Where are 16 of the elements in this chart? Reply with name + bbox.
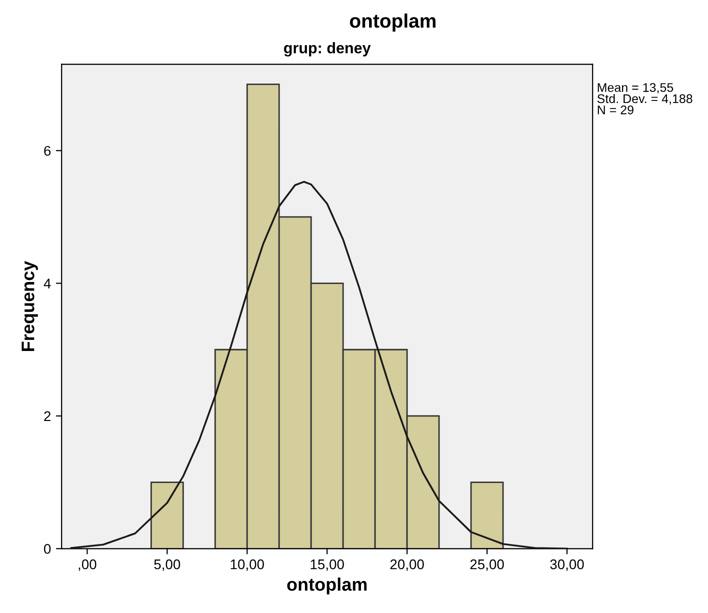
x-tick-label: ,00 <box>78 559 96 571</box>
x-tick-label: 30,00 <box>550 559 584 571</box>
y-axis-title: Frequency <box>22 260 38 351</box>
chart-subtitle: grup: deney <box>284 42 371 56</box>
x-tick-label: 20,00 <box>390 559 424 571</box>
y-tick-label: 0 <box>44 544 51 554</box>
x-axis-title: ontoplam <box>287 578 367 594</box>
x-tick-label: 5,00 <box>154 559 180 571</box>
chart-title: ontoplam <box>350 13 436 32</box>
text: Mean = 13,55 Std. Dev. = 4,188 N = 29 <box>597 83 692 114</box>
x-tick-label: 15,00 <box>310 559 344 571</box>
y-tick-label: 6 <box>44 146 51 156</box>
x-tick-label: 10,00 <box>230 559 264 571</box>
y-tick-label: 4 <box>44 278 51 288</box>
y-tick-label: 2 <box>44 411 50 421</box>
x-tick-label: 25,00 <box>470 559 504 571</box>
